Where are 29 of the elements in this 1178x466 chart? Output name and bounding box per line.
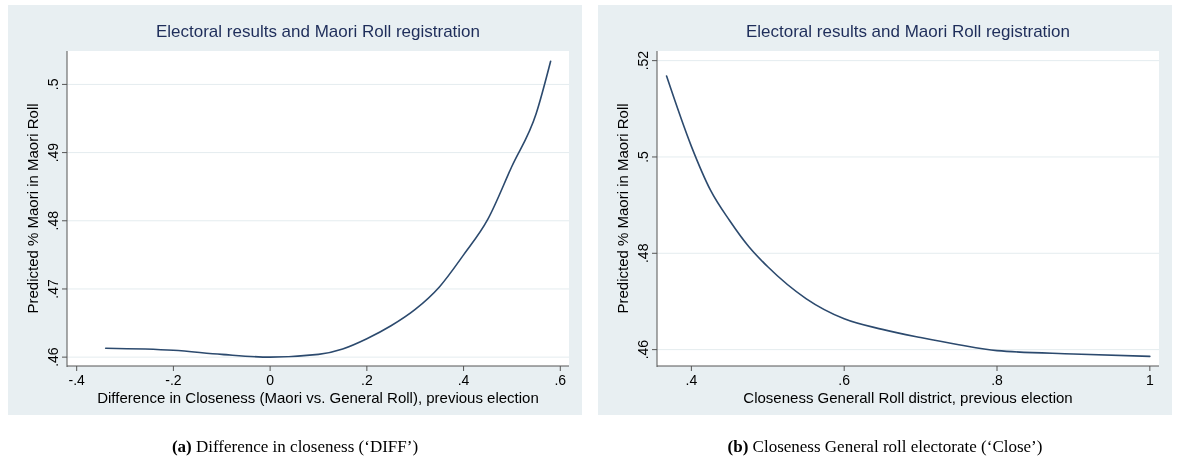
y-axis-title: Predicted % Maori in Maori Roll xyxy=(24,103,41,314)
y-tick-label: .48 xyxy=(635,243,651,264)
x-tick-label: .4 xyxy=(457,372,470,388)
x-tick-label: -.4 xyxy=(68,372,86,388)
line-series xyxy=(104,60,552,358)
y-tick-label: .46 xyxy=(635,339,651,360)
chart-title: Electoral results and Maori Roll registration xyxy=(155,22,481,41)
x-tick-label: .2 xyxy=(361,372,373,388)
y-tick-label: .5 xyxy=(635,150,651,163)
x-tick-label: .6 xyxy=(554,372,567,388)
y-tick-label: .52 xyxy=(635,50,651,71)
x-tick-label: .4 xyxy=(685,372,698,388)
x-tick-label: .8 xyxy=(991,372,1004,388)
x-tick-label: 0 xyxy=(266,372,275,388)
text: (a) Difference in closeness (‘DIFF’) xyxy=(171,437,419,456)
x-axis-title: Closeness Generall Roll district, previous election xyxy=(743,389,1073,406)
y-tick-label: .48 xyxy=(45,210,61,231)
x-tick-label: -.2 xyxy=(165,372,182,388)
y-tick-label: .46 xyxy=(45,347,61,367)
chart-title: Electoral results and Maori Roll registration xyxy=(745,22,1071,41)
y-tick-label: .49 xyxy=(45,142,61,163)
line-series xyxy=(665,75,1151,358)
y-tick-label: .47 xyxy=(45,279,61,299)
y-tick-label: .5 xyxy=(45,78,61,91)
x-tick-label: .6 xyxy=(838,372,851,388)
y-axis-title: Predicted % Maori in Maori Roll xyxy=(614,103,631,314)
text: (b) Closeness General roll electorate (‘Close’) xyxy=(727,437,1043,456)
x-tick-label: 1 xyxy=(1145,372,1154,388)
x-axis-title: Difference in Closeness (Maori vs. General Roll), previous election xyxy=(97,389,539,406)
